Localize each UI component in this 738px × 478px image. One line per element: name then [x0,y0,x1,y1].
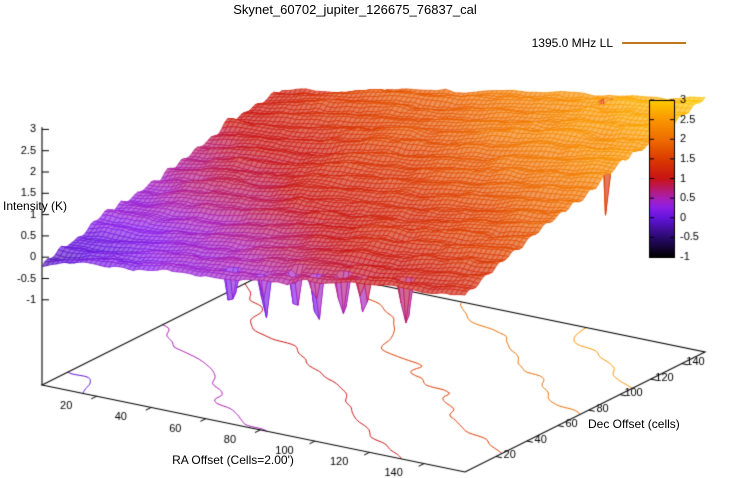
x-axis-label: RA Offset (Cells=2.00') [172,453,294,467]
z-axis-label: Intensity (K) [3,199,68,213]
legend-label: 1395.0 MHz LL [531,36,613,50]
plot-title: Skynet_60702_jupiter_126675_76837_cal [233,2,477,17]
y-axis-label: Dec Offset (cells) [588,417,680,431]
legend-line-sample [622,42,686,44]
legend: 1395.0 MHz LL [420,36,686,50]
